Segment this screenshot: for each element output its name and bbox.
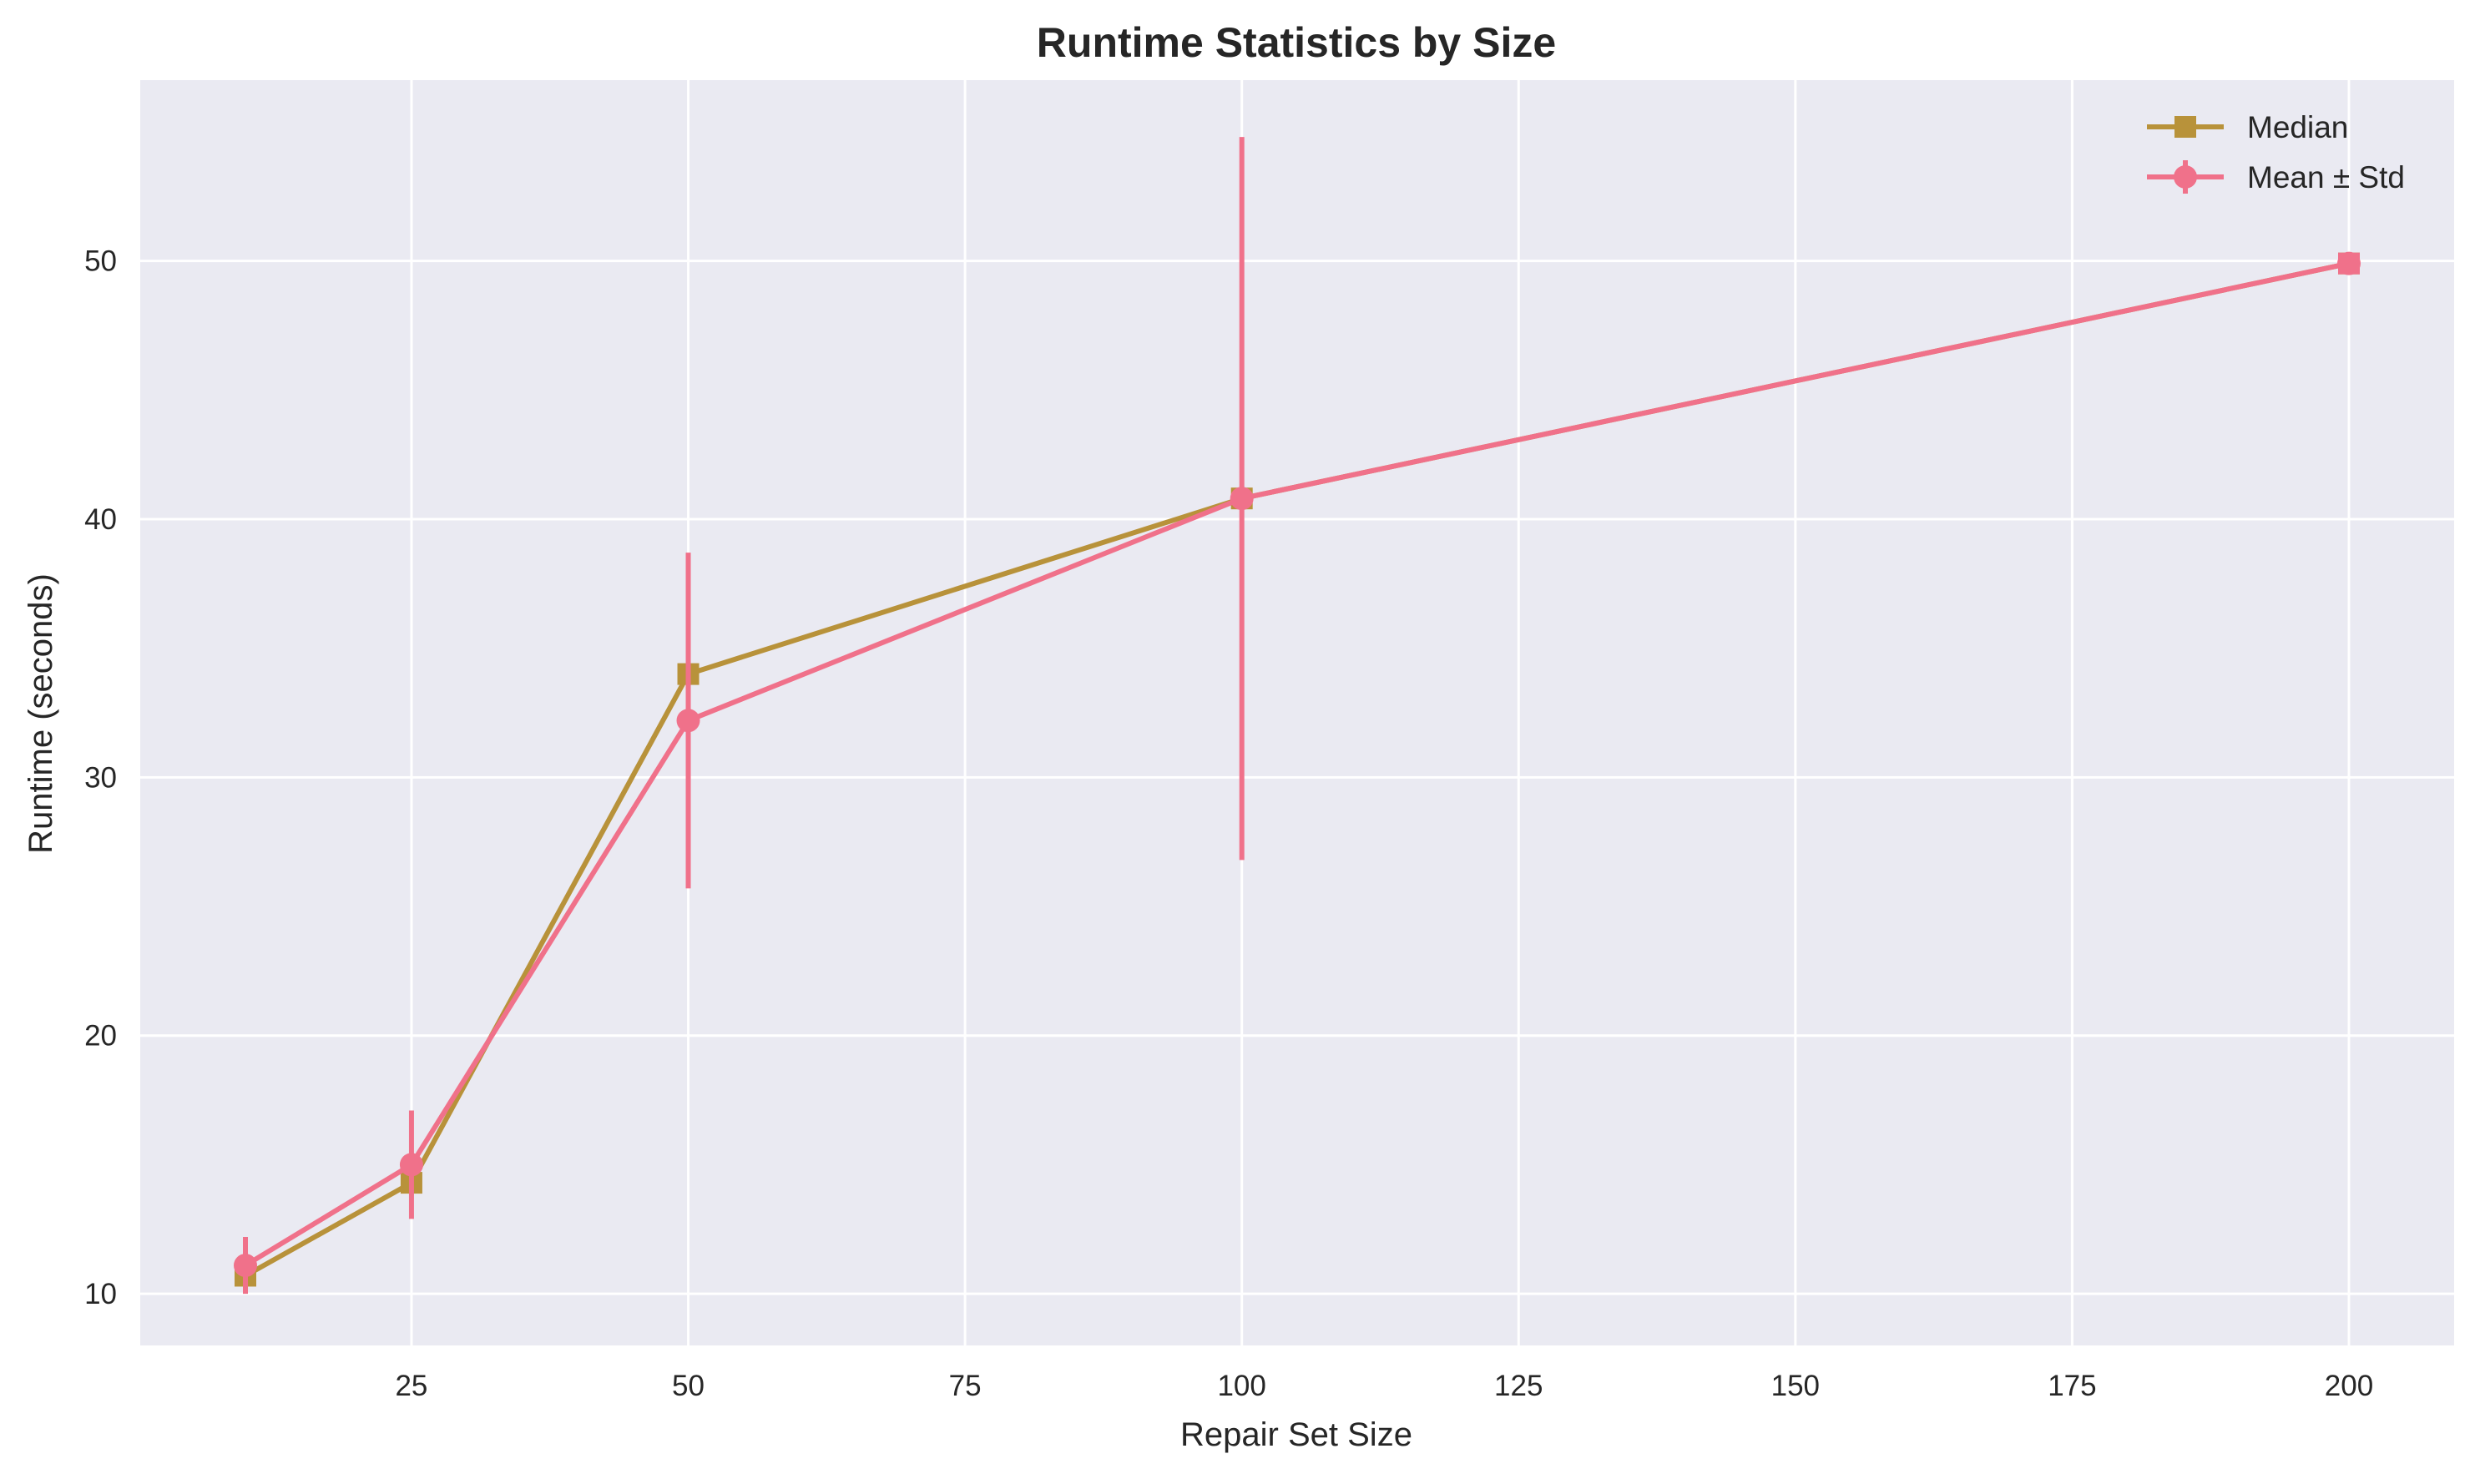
y-tick-label: 10 bbox=[84, 1278, 117, 1310]
legend-item-median: Median bbox=[2147, 110, 2348, 144]
y-tick-label: 50 bbox=[84, 245, 117, 278]
y-tick-label: 30 bbox=[84, 761, 117, 794]
y-axis-label: Runtime (seconds) bbox=[23, 573, 59, 854]
x-tick-label: 175 bbox=[2048, 1370, 2096, 1402]
chart-title: Runtime Statistics by Size bbox=[1037, 19, 1556, 66]
x-tick-label: 150 bbox=[1771, 1370, 1820, 1402]
x-tick-label: 25 bbox=[395, 1370, 427, 1402]
x-tick-label: 50 bbox=[672, 1370, 705, 1402]
plot-area bbox=[140, 80, 2454, 1345]
x-tick-label: 200 bbox=[2325, 1370, 2373, 1402]
x-tick-label: 100 bbox=[1217, 1370, 1265, 1402]
legend-marker bbox=[2174, 165, 2197, 189]
x-tick-label: 125 bbox=[1494, 1370, 1543, 1402]
y-tick-label: 20 bbox=[84, 1020, 117, 1052]
data-point bbox=[1230, 487, 1254, 511]
legend-label: Mean ± Std bbox=[2247, 160, 2405, 194]
data-point bbox=[676, 709, 700, 733]
legend-item-mean: Mean ± Std bbox=[2147, 160, 2405, 194]
legend-label: Median bbox=[2247, 110, 2348, 144]
legend-marker bbox=[2174, 116, 2196, 138]
x-axis-label: Repair Set Size bbox=[1180, 1416, 1412, 1453]
x-tick-label: 75 bbox=[949, 1370, 982, 1402]
data-point bbox=[234, 1254, 257, 1278]
tick-labels: 25 50 75 100 125 150 175 200 10 20 30 40 50 bbox=[84, 245, 2373, 1402]
y-tick-label: 40 bbox=[84, 503, 117, 536]
data-point-overlay bbox=[2338, 252, 2360, 275]
series-layer bbox=[234, 137, 2361, 1295]
data-point bbox=[399, 1153, 423, 1177]
legend: Median Mean ± Std bbox=[2147, 110, 2405, 194]
